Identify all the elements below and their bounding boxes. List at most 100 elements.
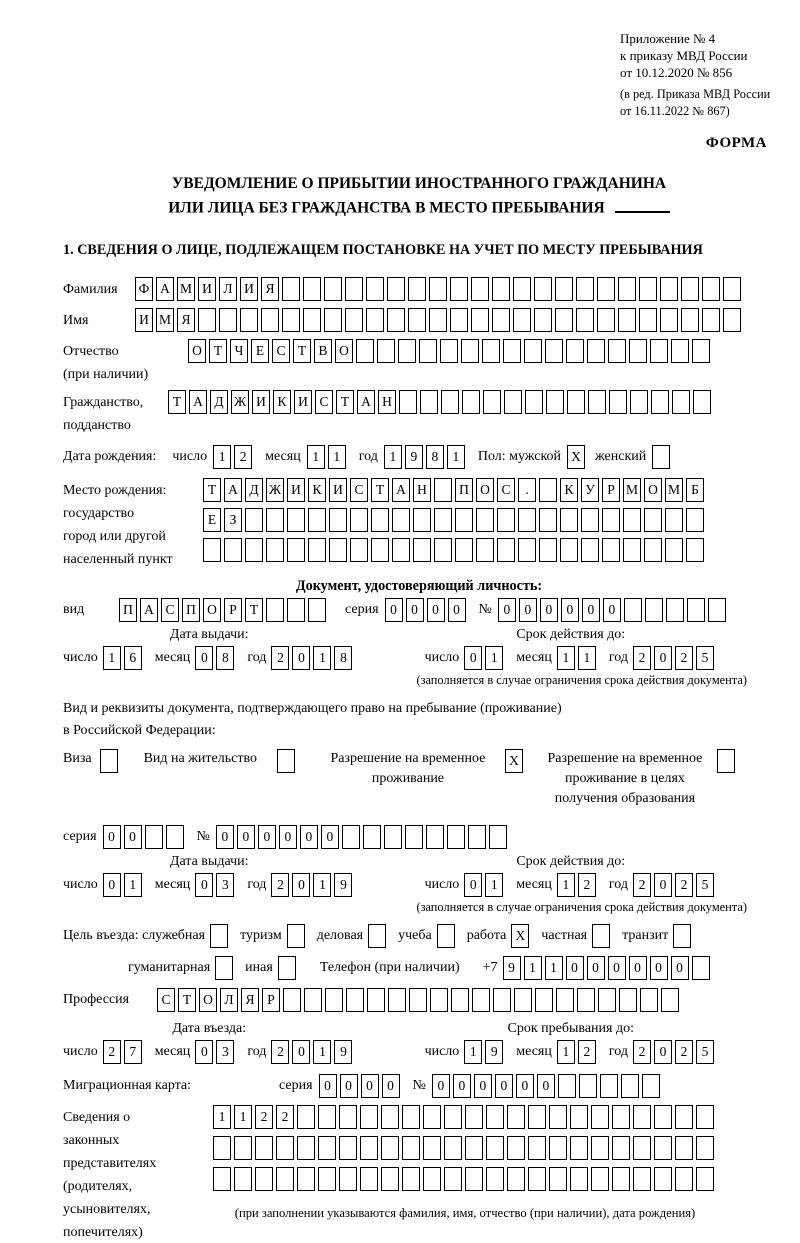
form-cell[interactable] — [556, 987, 574, 1012]
form-cell[interactable] — [308, 507, 326, 532]
form-cell[interactable]: 1 — [577, 645, 596, 670]
form-cell[interactable] — [672, 389, 690, 414]
form-cell[interactable]: 5 — [696, 645, 714, 670]
form-cell[interactable] — [283, 987, 301, 1012]
form-cell[interactable] — [304, 987, 322, 1012]
form-cell[interactable] — [633, 1104, 651, 1129]
form-cell[interactable]: Е — [203, 507, 221, 532]
form-cell[interactable]: М — [623, 477, 641, 502]
form-cell[interactable]: С — [350, 477, 368, 502]
form-cell[interactable]: Т — [209, 338, 227, 363]
form-cell[interactable]: 0 — [497, 597, 516, 622]
form-cell[interactable]: 6 — [123, 645, 142, 670]
form-cell[interactable]: А — [140, 597, 158, 622]
form-cell[interactable]: 2 — [271, 1039, 290, 1064]
form-cell[interactable]: 9 — [334, 1039, 353, 1064]
form-cell[interactable] — [245, 537, 263, 562]
form-cell[interactable] — [539, 477, 557, 502]
form-cell[interactable] — [534, 307, 552, 332]
form-cell[interactable] — [362, 824, 381, 849]
form-cell[interactable] — [560, 507, 578, 532]
form-cell[interactable]: 2 — [675, 645, 693, 670]
form-cell[interactable]: Я — [261, 276, 279, 301]
form-cell[interactable] — [165, 824, 184, 849]
form-cell[interactable]: 0 — [581, 597, 600, 622]
form-cell[interactable] — [598, 987, 616, 1012]
form-cell[interactable]: И — [294, 389, 312, 414]
form-cell[interactable] — [696, 1135, 714, 1160]
form-cell[interactable] — [660, 276, 678, 301]
form-cell[interactable] — [597, 276, 615, 301]
form-cell[interactable] — [660, 307, 678, 332]
form-cell[interactable] — [450, 307, 468, 332]
form-cell[interactable] — [557, 1073, 576, 1098]
form-cell[interactable] — [578, 1073, 597, 1098]
form-cell[interactable]: С — [157, 987, 175, 1012]
form-cell[interactable] — [392, 537, 410, 562]
form-cell[interactable] — [350, 507, 368, 532]
form-cell[interactable]: А — [224, 477, 242, 502]
form-cell[interactable] — [549, 1135, 567, 1160]
form-cell[interactable] — [686, 537, 704, 562]
form-cell[interactable]: 8 — [334, 645, 353, 670]
form-cell[interactable] — [245, 507, 263, 532]
form-cell[interactable]: К — [560, 477, 578, 502]
form-cell[interactable] — [255, 1166, 273, 1191]
form-cell[interactable]: О — [203, 597, 221, 622]
form-cell[interactable] — [420, 389, 438, 414]
form-cell[interactable]: 3 — [216, 1039, 235, 1064]
form-cell[interactable]: 2 — [633, 645, 651, 670]
form-cell[interactable]: 1 — [485, 645, 504, 670]
form-cell[interactable] — [240, 307, 258, 332]
form-cell[interactable] — [213, 1135, 231, 1160]
form-cell[interactable]: 9 — [404, 444, 423, 469]
form-cell[interactable] — [318, 1166, 336, 1191]
form-cell[interactable]: 0 — [560, 597, 579, 622]
form-cell[interactable]: 0 — [195, 872, 214, 897]
form-cell[interactable] — [612, 1104, 630, 1129]
form-cell[interactable] — [404, 824, 423, 849]
form-cell[interactable]: 1 — [234, 1104, 252, 1129]
form-cell[interactable] — [591, 1104, 609, 1129]
form-cell[interactable]: А — [357, 389, 375, 414]
form-cell[interactable] — [486, 1104, 504, 1129]
form-cell[interactable]: Р — [602, 477, 620, 502]
form-cell[interactable] — [440, 338, 458, 363]
form-cell[interactable]: Т — [245, 597, 263, 622]
form-cell[interactable]: 0 — [318, 1073, 337, 1098]
form-cell[interactable] — [534, 276, 552, 301]
form-cell[interactable] — [399, 389, 417, 414]
form-cell[interactable] — [661, 987, 679, 1012]
form-cell[interactable]: . — [518, 477, 536, 502]
form-cell[interactable]: Д — [210, 389, 228, 414]
form-cell[interactable]: С — [315, 389, 333, 414]
form-cell[interactable] — [581, 537, 599, 562]
form-cell[interactable]: 1 — [485, 872, 504, 897]
form-cell[interactable]: 1 — [313, 872, 332, 897]
form-cell[interactable] — [570, 1135, 588, 1160]
form-cell[interactable] — [377, 338, 395, 363]
form-cell[interactable] — [261, 307, 279, 332]
form-cell[interactable] — [555, 276, 573, 301]
form-cell[interactable]: 0 — [123, 824, 142, 849]
form-cell[interactable]: 0 — [452, 1073, 471, 1098]
form-cell[interactable] — [486, 1166, 504, 1191]
form-cell[interactable]: С — [497, 477, 515, 502]
form-cell[interactable]: А — [156, 276, 174, 301]
purpose-private-checkbox[interactable] — [592, 923, 611, 948]
form-cell[interactable]: М — [177, 276, 195, 301]
form-cell[interactable] — [287, 537, 305, 562]
purpose-tourism-checkbox[interactable] — [286, 923, 305, 948]
form-cell[interactable]: 2 — [633, 1039, 651, 1064]
form-cell[interactable]: З — [224, 507, 242, 532]
form-cell[interactable] — [303, 307, 321, 332]
form-cell[interactable] — [644, 597, 663, 622]
form-cell[interactable]: 0 — [236, 824, 255, 849]
